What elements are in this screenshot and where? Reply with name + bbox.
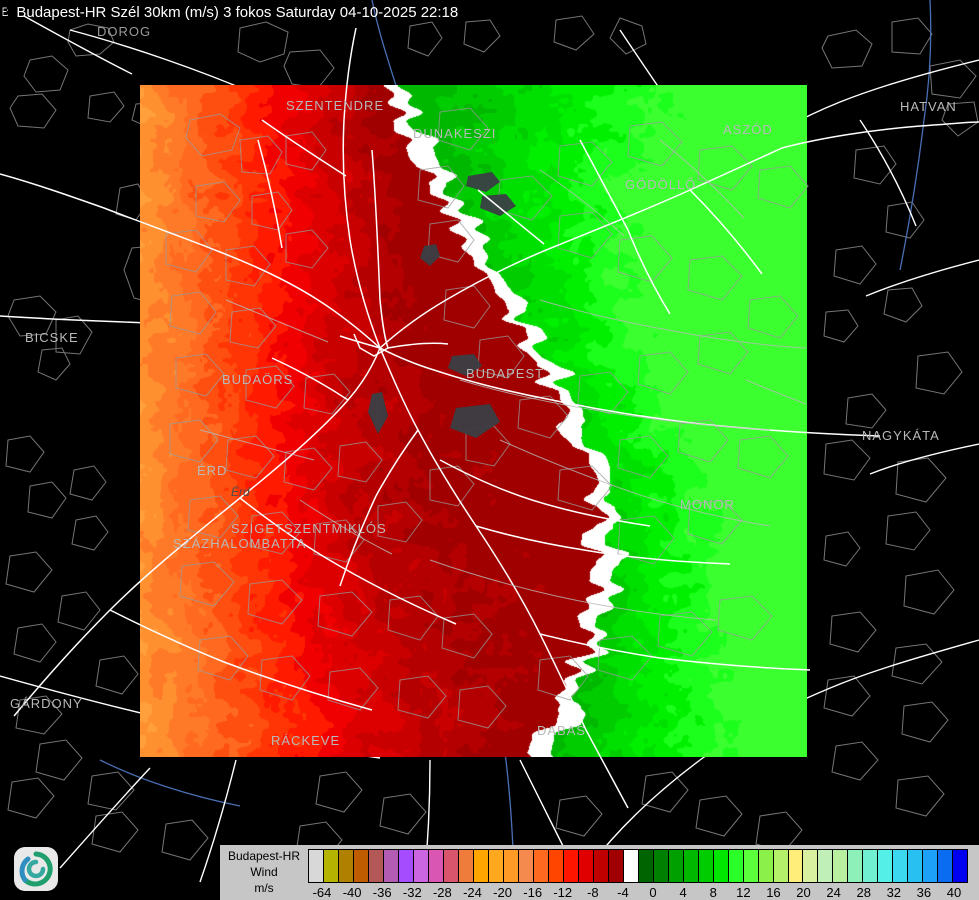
colorbar-tick-28: 28	[856, 885, 871, 900]
map-label-sz-zhalombatta: SZÁZHALOMBATTA	[173, 536, 307, 551]
page-title: Budapest-HR Szél 30km (m/s) 3 fokos Satu…	[16, 3, 459, 21]
colorbar-cell-2	[338, 850, 354, 882]
colorbar-tick-20: 20	[796, 885, 811, 900]
colorbar-cell-41	[923, 850, 939, 882]
colorbar-tick-4: 4	[679, 885, 687, 900]
colorbar-cell-27	[713, 850, 729, 882]
colorbar-tick--20: -20	[493, 885, 512, 900]
colorbar-cell-36	[848, 850, 864, 882]
colorbar-cell-28	[728, 850, 744, 882]
colorbar-cell-22	[638, 850, 654, 882]
logo-swirl-icon	[19, 851, 53, 887]
colorbar-cell-18	[578, 850, 594, 882]
colorbar-tick--36: -36	[372, 885, 392, 900]
colorbar-cell-39	[893, 850, 909, 882]
colorbar-cell-9	[443, 850, 459, 882]
colorbar-cell-30	[758, 850, 774, 882]
wind-field-raster	[140, 85, 807, 757]
colorbar-cell-8	[428, 850, 444, 882]
colorbar-tick--64: -64	[312, 885, 332, 900]
map-label--rd: Érd	[231, 485, 250, 499]
colorbar-cell-13	[503, 850, 519, 882]
map-label-dunakeszi: DUNAKESZI	[413, 126, 497, 141]
colorbar-swatches[interactable]	[308, 849, 968, 883]
colorbar-tick-labels: -64 -40 -36 -32 -28 -24 -20 -16 -12 -8 -4 0 4 8 12 16 20…	[308, 885, 968, 900]
colorbar-cell-10	[458, 850, 474, 882]
colorbar-tick--24: -24	[463, 885, 482, 900]
colorbar-cell-6	[398, 850, 414, 882]
colorbar-cell-25	[683, 850, 699, 882]
colorbar-cell-3	[353, 850, 369, 882]
colorbar-tick--12: -12	[553, 885, 573, 900]
wind-field-canvas	[140, 85, 807, 757]
colorbar-cell-35	[833, 850, 849, 882]
map-label-budapest: BUDAPEST	[466, 366, 545, 381]
colorbar-cell-17	[563, 850, 579, 882]
legend-caption-line3: m/s	[254, 881, 274, 896]
map-label-szigetszentmikl-s: SZIGETSZENTMIKLÓS	[231, 521, 387, 536]
colorbar-cell-0	[309, 850, 324, 882]
colorbar-tick-0: 0	[649, 885, 657, 900]
colorbar-cell-23	[653, 850, 669, 882]
map-label-monor: MONOR	[680, 497, 735, 512]
colorbar-cell-26	[698, 850, 714, 882]
colorbar-cell-20	[608, 850, 624, 882]
map-label-hatvan: HATVAN	[900, 99, 957, 114]
colorbar-tick--40: -40	[342, 885, 362, 900]
colorbar-tick--4: -4	[617, 885, 629, 900]
legend-caption-line1: Budapest-HR	[227, 849, 301, 863]
colorbar-cell-29	[743, 850, 759, 882]
colorbar-cell-24	[668, 850, 684, 882]
map-label-asz-d: ASZÓD	[723, 122, 773, 137]
colorbar-cell-12	[488, 850, 504, 882]
colorbar-cell-33	[803, 850, 819, 882]
map-label-bicske: BICSKE	[25, 330, 79, 345]
map-label-dorog: DOROG	[97, 24, 152, 39]
colorbar-cell-32	[788, 850, 804, 882]
cyclone-swirl-logo[interactable]	[12, 845, 60, 893]
colorbar-tick-12: 12	[736, 885, 751, 900]
colorbar-tick-16: 16	[766, 885, 781, 900]
colorbar-cell-31	[773, 850, 789, 882]
colorbar-tick-32: 32	[886, 885, 902, 900]
colorbar-cell-1	[323, 850, 339, 882]
colorbar-tick--32: -32	[402, 885, 422, 900]
colorbar-cell-21	[623, 850, 639, 882]
colorbar-tick-40: 40	[946, 885, 962, 900]
map-label--rd: ÉRD	[197, 463, 228, 478]
colorbar-cell-7	[413, 850, 429, 882]
colorbar-tick--16: -16	[523, 885, 543, 900]
map-label-g-rdony: GÁRDONY	[10, 696, 83, 711]
map-label-szentendre: SZENTENDRE	[286, 98, 385, 113]
map-label-g-d-ll-: GÖDÖLLŐ	[625, 177, 697, 192]
colorbar-cell-34	[818, 850, 834, 882]
map-label-r-ckeve: RÁCKEVE	[271, 733, 341, 748]
colorbar-tick--28: -28	[432, 885, 452, 900]
app-mark-icon: E:	[2, 4, 9, 19]
legend-caption-line2: Wind	[250, 865, 278, 880]
colorbar-cell-11	[473, 850, 489, 882]
legend-caption: Budapest-HR Wind m/s	[220, 845, 308, 900]
colorbar-cell-42	[938, 850, 954, 882]
colorbar-tick-36: 36	[916, 885, 932, 900]
colorbar-cell-43	[953, 850, 968, 882]
colorbar-tick-24: 24	[826, 885, 841, 900]
colorbar-cell-15	[533, 850, 549, 882]
colorbar-tick--8: -8	[587, 885, 599, 900]
colorbar-cell-16	[548, 850, 564, 882]
colorbar-cell-5	[383, 850, 399, 882]
colorbar-cell-14	[518, 850, 534, 882]
map-label-buda-rs: BUDAÖRS	[222, 372, 294, 387]
map-label-dabas: DABAS	[537, 723, 587, 738]
colorbar-cell-19	[593, 850, 609, 882]
colorbar-cell-37	[863, 850, 879, 882]
title-bar: E: Budapest-HR Szél 30km (m/s) 3 fokos S…	[0, 0, 979, 24]
colorbar-cell-38	[878, 850, 894, 882]
colorbar-legend: Budapest-HR Wind m/s -64 -40 -36 -32 -28 -24-…	[220, 845, 979, 900]
colorbar-cell-4	[368, 850, 384, 882]
map-label-nagyk-ta: NAGYKÁTA	[862, 428, 940, 443]
colorbar-tick-8: 8	[709, 885, 717, 900]
colorbar-cell-40	[908, 850, 924, 882]
